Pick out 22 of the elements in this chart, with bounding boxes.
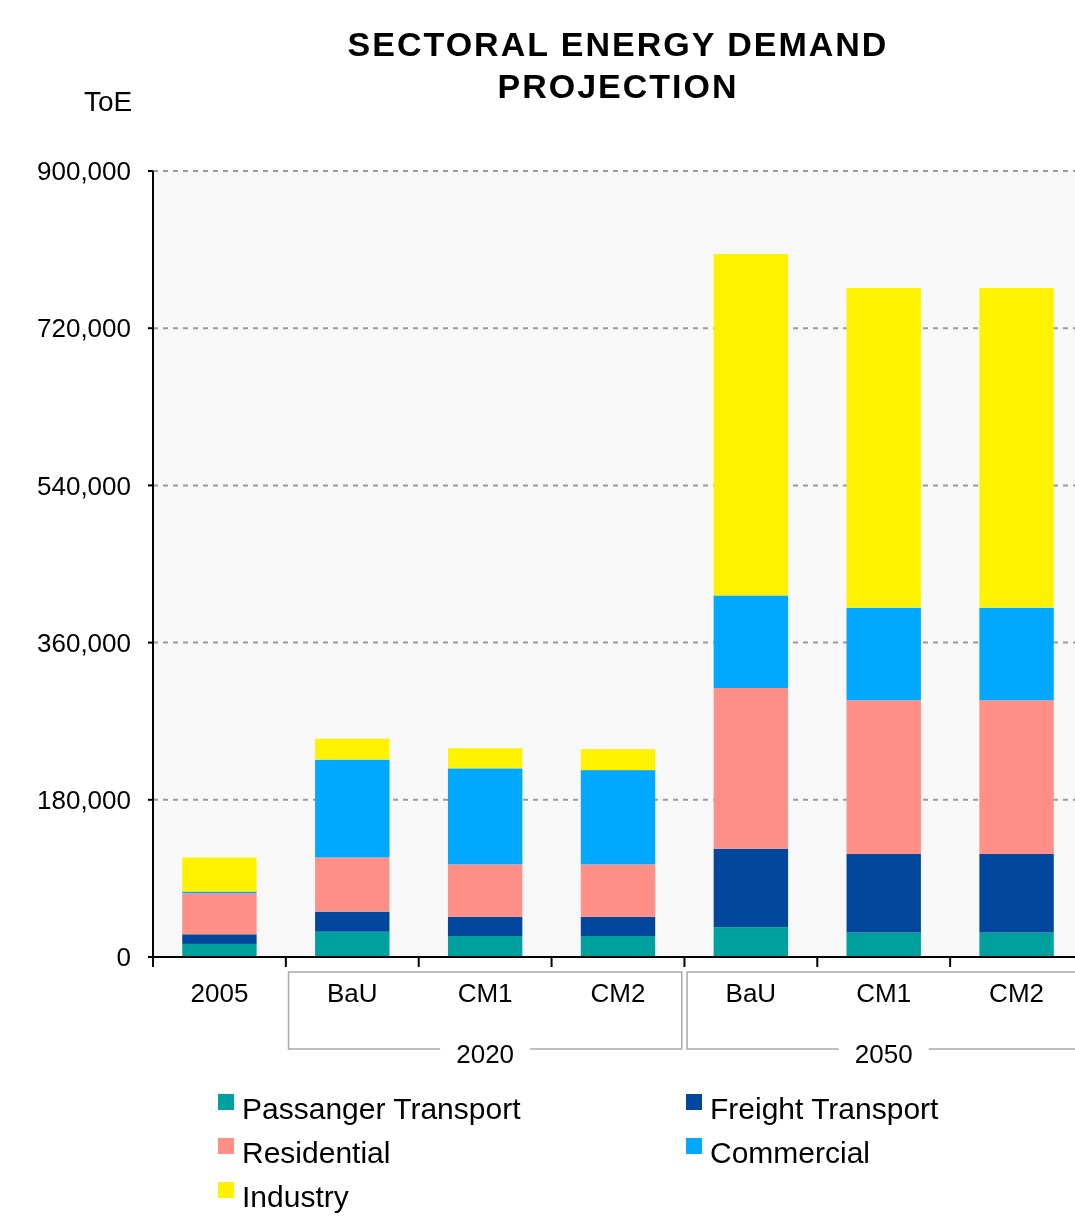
y-tick-label: 180,000	[37, 784, 131, 815]
y-tick-label: 0	[116, 942, 131, 973]
x-tick-label: BaU	[327, 978, 378, 1008]
x-tick-label: 2005	[190, 978, 249, 1008]
y-tick-label: 540,000	[37, 470, 131, 501]
legend-label: Residential	[242, 1135, 391, 1169]
x-tick-label: BaU	[725, 978, 777, 1008]
x-tick-label: CM1	[457, 978, 513, 1008]
x-tick-label: CM2	[590, 978, 646, 1008]
legend-label: Freight Transport	[710, 1091, 940, 1125]
text: 2050	[854, 1039, 913, 1069]
legend-label: Industry	[242, 1179, 349, 1213]
x-tick-label: CM1	[856, 978, 912, 1008]
legend-label: Commercial	[710, 1135, 871, 1169]
text: 2020	[456, 1039, 515, 1069]
chart-title: SECTORAL ENERGY DEMAND PROJECTION	[347, 25, 889, 105]
legend-label: Passanger Transport	[242, 1091, 522, 1125]
y-tick-label: 360,000	[37, 627, 131, 658]
x-tick-label: CM2	[989, 978, 1045, 1008]
y-tick-label: 720,000	[37, 313, 131, 344]
y-axis-title: ToE	[84, 86, 133, 117]
y-tick-label: 900,000	[37, 156, 131, 187]
